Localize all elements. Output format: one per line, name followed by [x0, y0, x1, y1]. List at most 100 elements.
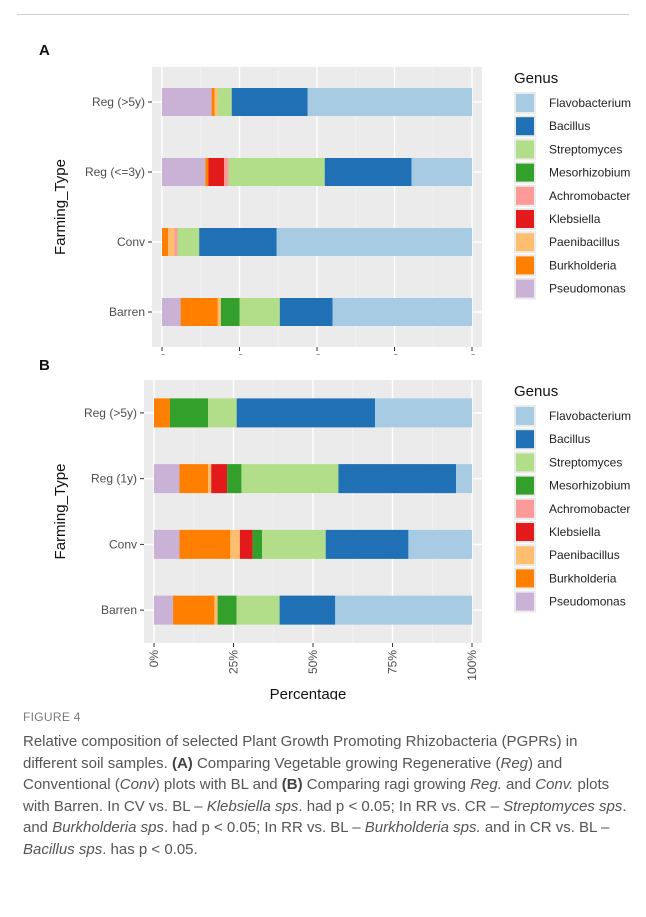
chart-a-legend-swatch-mesorhizobium: [516, 163, 534, 182]
chart-a-bar-segment-burkholderia: [205, 158, 209, 186]
chart-a-bar-segment-streptomyces: [177, 228, 200, 256]
chart-a-legend-title: Genus: [514, 70, 558, 87]
chart-b-y-tick-label: Barren: [101, 603, 137, 617]
chart-b-bar-segment-paenibacillus: [208, 464, 212, 494]
chart-a-x-tick-label: 0%: [155, 354, 169, 355]
chart-a-bar-segment-pseudomonas: [162, 158, 206, 186]
chart-a-legend-label: Pseudomonas: [549, 282, 626, 296]
chart-b-legend-swatch-burkholderia: [516, 569, 534, 588]
chart-a-x-tick-label: 50%: [310, 354, 324, 355]
chart-a-bar-segment-flavobacterium: [411, 158, 472, 186]
chart-b-legend-swatch-bacillus: [516, 430, 534, 449]
chart-a-bar-segment-pseudomonas: [162, 298, 181, 326]
chart-a-bar-segment-achromobacter: [224, 158, 229, 186]
chart-b-bar-segment-paenibacillus: [214, 595, 218, 625]
chart-b-legend-label: Achromobacter: [549, 502, 630, 516]
chart-b-bar-segment-streptomyces: [241, 464, 339, 494]
chart-a-bar-segment-bacillus: [231, 88, 308, 116]
chart-a-legend-label: Streptomyces: [549, 142, 622, 156]
chart-a-bar-segment-paenibacillus: [214, 88, 218, 116]
chart-a-legend-swatch-achromobacter: [516, 186, 534, 205]
chart-b-bar-segment-pseudomonas: [154, 464, 180, 494]
chart-a-legend-label: Flavobacterium: [549, 96, 631, 110]
chart-b-bar-segment-burkholderia: [179, 529, 231, 559]
chart-b-bar-segment-streptomyces: [208, 398, 237, 428]
chart-a-legend-label: Mesorhizobium: [549, 166, 630, 180]
chart-b-x-axis-title: Percentage: [270, 686, 347, 700]
chart-a-bar-segment-paenibacillus: [217, 298, 221, 326]
chart-b-legend-swatch-flavobacterium: [516, 407, 534, 425]
chart-b-bar-segment-flavobacterium: [456, 464, 472, 494]
chart-b-legend-label: Bacillus: [549, 432, 590, 446]
chart-b-x-tick-label: 0%: [147, 650, 161, 668]
chart-b-legend-title: Genus: [514, 383, 558, 400]
chart-a-bar-segment-mesorhizobium: [220, 298, 240, 326]
chart-b-bar-segment-pseudomonas: [154, 529, 180, 559]
chart-b-y-tick-label: Conv: [109, 537, 137, 551]
chart-a: A Reg (>5y) Reg (<=3y) Conv Barren 0% 25% 50% 7…: [39, 42, 631, 355]
chart-b-x-tick-label: 25%: [227, 650, 241, 674]
chart-a-legend-label: Achromobacter: [549, 189, 630, 203]
chart-b-bar-segment-burkholderia: [179, 464, 209, 494]
chart-b-x-tick-label: 75%: [386, 650, 400, 674]
panel-label-b: B: [39, 357, 50, 374]
chart-b-x-tick-label: 100%: [465, 650, 479, 681]
chart-a-legend-swatch-streptomyces: [516, 140, 534, 159]
chart-a-bar-segment-flavobacterium: [307, 88, 472, 116]
chart-b-bar-segment-flavobacterium: [408, 529, 472, 559]
chart-b-bar-segment-flavobacterium: [375, 398, 472, 428]
chart-a-y-tick-label: Reg (<=3y): [85, 165, 145, 179]
chart-b-legend-label: Klebsiella: [549, 525, 601, 539]
chart-a-bar-segment-klebsiella: [208, 158, 224, 186]
chart-a-y-axis-title: Farming_Type: [52, 159, 69, 255]
chart-b-bar-segment-klebsiella: [239, 529, 253, 559]
chart-a-bar-segment-streptomyces: [217, 88, 232, 116]
chart-a-bar-segment-flavobacterium: [332, 298, 472, 326]
chart-a-legend-swatch-flavobacterium: [516, 94, 534, 112]
chart-b-legend-swatch-klebsiella: [516, 523, 534, 541]
chart-b-bar-segment-bacillus: [325, 529, 409, 559]
chart-a-bar-segment-paenibacillus: [168, 228, 175, 256]
chart-a-bar-segment-pseudomonas: [162, 88, 212, 116]
chart-b-legend-label: Flavobacterium: [549, 409, 631, 423]
chart-a-x-tick-label: 75%: [388, 354, 402, 355]
chart-b-legend-swatch-mesorhizobium: [516, 476, 534, 495]
chart-b-bar-segment-klebsiella: [211, 464, 228, 494]
chart-a-y-tick-label: Barren: [109, 305, 145, 319]
chart-b-bar-segment-bacillus: [338, 464, 457, 494]
chart-a-x-tick-label: 25%: [233, 354, 247, 355]
top-rule: [17, 14, 629, 15]
chart-a-y-tick-label: Conv: [117, 235, 145, 249]
chart-b-legend-label: Pseudomonas: [549, 595, 626, 609]
chart-a-x-tick-label: 100%: [465, 354, 479, 355]
chart-b-bar-segment-mesorhizobium: [252, 529, 263, 559]
chart-b-x-tick-label: 50%: [306, 650, 320, 674]
chart-b-bar-segment-mesorhizobium: [227, 464, 242, 494]
chart-b-legend-label: Paenibacillus: [549, 548, 620, 562]
chart-a-bar-segment-bacillus: [199, 228, 277, 256]
chart-b-bar-segment-bacillus: [279, 595, 336, 625]
chart-b-bar-segment-pseudomonas: [154, 595, 174, 625]
chart-b-bar-segment-bacillus: [236, 398, 376, 428]
chart-a-legend-label: Paenibacillus: [549, 235, 620, 249]
chart-a-y-tick-label: Reg (>5y): [92, 95, 145, 109]
chart-a-legend-label: Bacillus: [549, 119, 590, 133]
chart-a-bar-segment-burkholderia: [211, 88, 215, 116]
panel-label-a: A: [39, 42, 50, 59]
chart-b-legend-label: Streptomyces: [549, 455, 622, 469]
chart-b-bar-segment-mesorhizobium: [217, 595, 237, 625]
chart-b-legend-swatch-streptomyces: [516, 453, 534, 472]
chart-b-legend-label: Burkholderia: [549, 571, 617, 585]
chart-b-bar-segment-mesorhizobium: [169, 398, 209, 428]
chart-b-bar-segment-streptomyces: [236, 595, 280, 625]
chart-b-y-tick-label: Reg (1y): [91, 472, 137, 486]
chart-a-bar-segment-streptomyces: [239, 298, 280, 326]
chart-a-legend-label: Burkholderia: [549, 258, 617, 272]
chart-a-bar-segment-bacillus: [279, 298, 333, 326]
chart-b-bar-segment-flavobacterium: [335, 595, 472, 625]
chart-b-legend-label: Mesorhizobium: [549, 479, 630, 493]
chart-b-bar-segment-burkholderia: [154, 398, 170, 428]
chart-b-bar-segment-burkholderia: [173, 595, 215, 625]
chart-a-bar-segment-achromobacter: [174, 228, 178, 256]
chart-a-legend-label: Klebsiella: [549, 212, 601, 226]
